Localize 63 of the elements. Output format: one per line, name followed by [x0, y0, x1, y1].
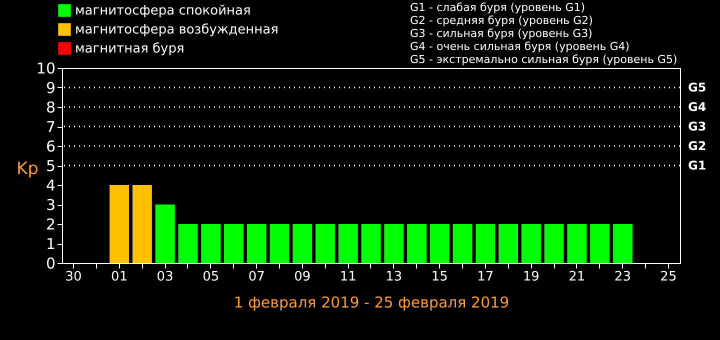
legend-label: магнитная буря	[75, 42, 184, 56]
y-tick-label: 1	[46, 235, 56, 253]
bar	[498, 224, 518, 263]
x-tick-label: 21	[568, 270, 586, 284]
x-tick-label: 05	[202, 270, 220, 284]
y-tick-label: 6	[46, 138, 56, 156]
y-tick-label: 5	[46, 157, 56, 175]
bar	[567, 224, 587, 263]
legend-label: магнитосфера спокойная	[75, 4, 251, 18]
bar	[361, 224, 381, 263]
x-tick-label: 01	[111, 270, 128, 284]
y-tick-label: 0	[46, 254, 56, 272]
y-tick-label: 3	[46, 196, 56, 214]
x-tick-label: 03	[156, 270, 174, 284]
x-tick-label: 23	[614, 270, 631, 284]
bar	[155, 204, 175, 263]
x-tick-label: 13	[386, 270, 402, 284]
y-tick-label: 7	[46, 118, 56, 136]
bar	[430, 224, 450, 263]
x-tick-label: 17	[477, 270, 494, 284]
x-axis-title: 1 февраля 2019 - 25 февраля 2019	[234, 294, 510, 312]
bar	[132, 185, 152, 263]
bar	[110, 185, 130, 263]
y-tick-label: 10	[36, 60, 56, 78]
bar	[178, 224, 198, 263]
text: G1 - слабая буря (уровень G1)	[410, 1, 586, 14]
bar	[476, 224, 496, 263]
text: G3 - сильная буря (уровень G3)	[410, 27, 592, 40]
bar	[338, 224, 358, 263]
ref-line-label: G1	[688, 158, 706, 172]
bar	[407, 224, 426, 263]
bar	[452, 224, 472, 263]
y-tick-label: 2	[46, 216, 56, 234]
bar	[544, 224, 564, 263]
x-tick-label: 11	[340, 270, 356, 284]
text: G5 - экстремально сильная буря (уровень G5)	[410, 53, 678, 66]
bar	[590, 224, 610, 263]
ref-line-label: G2	[688, 139, 706, 153]
bar	[612, 224, 632, 263]
x-tick-label: 25	[660, 270, 677, 284]
y-tick-label: 4	[46, 176, 56, 194]
x-tick-label: 07	[248, 270, 265, 284]
ref-line-label: G3	[688, 120, 706, 134]
x-tick-label: 15	[431, 270, 448, 284]
text: G4 - очень сильная буря (уровень G4)	[410, 40, 630, 53]
bar	[246, 224, 266, 263]
bar	[224, 224, 244, 263]
x-tick-label: 19	[522, 270, 540, 284]
ref-line-label: G5	[688, 80, 706, 94]
y-tick-label: 9	[46, 79, 56, 97]
bar	[521, 224, 541, 263]
bar	[384, 224, 404, 263]
bar	[316, 224, 335, 263]
y-axis-title: Kp	[16, 159, 38, 179]
y-tick-label: 8	[46, 98, 56, 116]
x-tick-label: 30	[65, 270, 82, 284]
bar	[201, 224, 221, 263]
bar	[270, 224, 290, 263]
legend-label: магнитосфера возбужденная	[75, 22, 278, 38]
bar	[292, 224, 312, 263]
x-tick-label: 09	[294, 270, 311, 284]
ref-line-label: G4	[688, 100, 706, 114]
text: G2 - средняя буря (уровень G2)	[410, 14, 593, 27]
